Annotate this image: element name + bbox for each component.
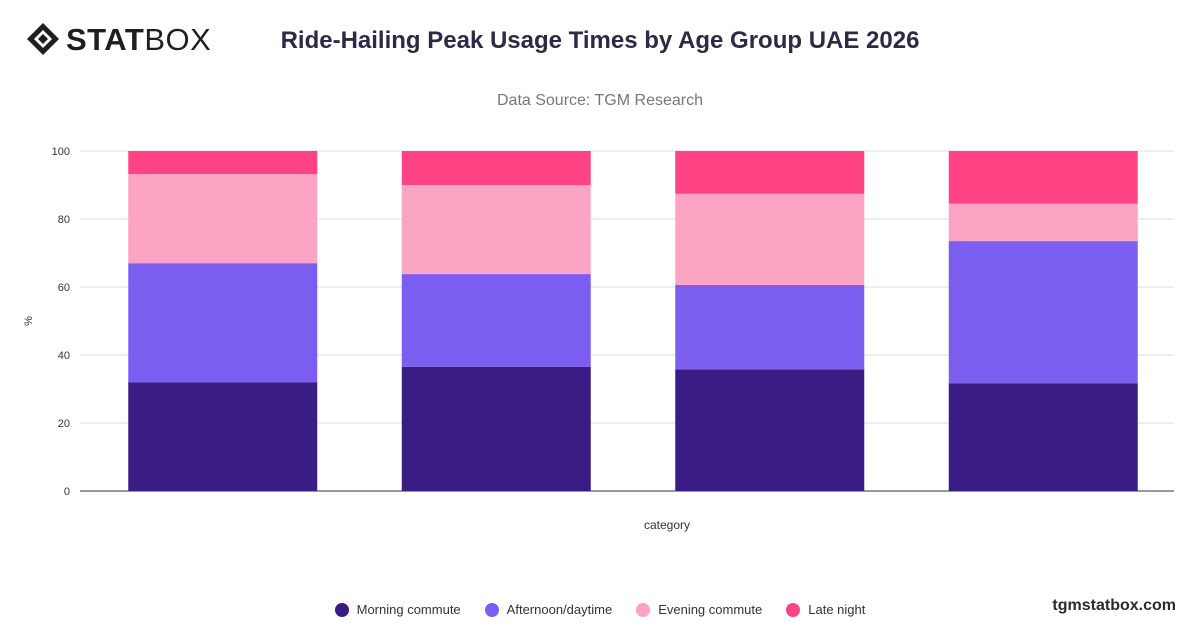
bar-segment [128,151,318,175]
y-tick-label: 60 [58,282,70,294]
diamond-logo-icon [27,23,59,55]
y-tick-label: 40 [58,350,70,362]
bar-segment [948,151,1138,204]
legend-swatch [636,602,651,617]
y-tick-label: 0 [64,486,70,498]
bar-segment [401,274,591,367]
bar-segment [948,241,1138,384]
bar-segment [128,174,318,264]
y-tick-label: 20 [58,418,70,430]
legend-label: Morning commute [356,602,461,617]
bar-segment [675,284,865,370]
bar-segment [401,185,591,275]
legend-swatch [786,602,801,617]
chart-legend: Morning commute Afternoon/daytime Evening … [0,602,1200,617]
legend-item[interactable]: Evening commute [636,602,762,617]
legend-label: Afternoon/daytime [506,602,613,617]
statbox-logo: STATBOX [26,22,211,56]
legend-swatch [334,602,349,617]
legend-label: Evening commute [658,602,763,617]
chart-title: Ride-Hailing Peak Usage Times by Age Gro… [280,27,920,54]
logo-text: STATBOX [66,21,212,57]
bar-segment [948,383,1138,491]
bar-segment [128,263,318,383]
y-tick-label: 100 [52,146,70,158]
bar-segment [675,369,865,491]
site-url[interactable]: tgmstatbox.com [1052,597,1176,614]
stacked-bar-chart: 0 20 40 60 80 100% category [23,146,1174,532]
y-tick-label: 80 [58,214,70,226]
bar-segment [401,151,591,185]
y-axis-label: % [23,316,35,326]
bar-segment [401,366,591,491]
x-axis-label: category [644,518,690,532]
legend-item[interactable]: Late night [786,602,865,617]
bar-segment [675,151,865,194]
legend-label: Late night [808,602,866,617]
chart-subtitle: Data Source: TGM Research [496,92,703,109]
bar-segment [128,382,318,491]
legend-item[interactable]: Afternoon/daytime [484,602,613,617]
bar-segment [675,193,865,285]
legend-swatch [484,602,499,617]
bar-segment [948,203,1138,242]
legend-item[interactable]: Morning commute [334,602,461,617]
